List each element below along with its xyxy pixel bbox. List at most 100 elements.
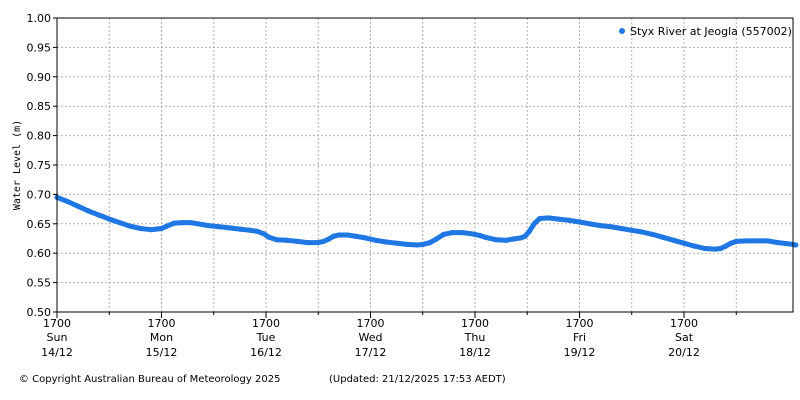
y-tick-label: 0.50: [27, 306, 52, 319]
data-point: [158, 225, 165, 232]
data-point: [85, 208, 91, 214]
data-point: [744, 238, 750, 244]
data-series: [54, 194, 799, 252]
data-point: [691, 243, 698, 249]
x-tick-date: 20/12: [668, 346, 700, 359]
x-tick-time: 1700: [252, 317, 280, 330]
data-point: [518, 235, 524, 241]
data-point: [493, 237, 499, 243]
data-point: [441, 231, 447, 237]
data-point: [75, 203, 81, 209]
data-point: [226, 225, 233, 231]
data-point: [717, 245, 724, 252]
data-point: [681, 240, 687, 246]
data-point: [526, 228, 532, 235]
x-tick-time: 1700: [566, 317, 594, 330]
data-point: [336, 232, 342, 238]
data-point: [195, 221, 201, 227]
data-point: [728, 240, 734, 246]
x-tick-day: Sat: [675, 331, 694, 344]
data-point: [106, 216, 112, 222]
y-tick-label: 0.90: [27, 71, 52, 84]
data-point: [477, 232, 483, 239]
x-axis-ticks: 1700Sun14/121700Mon15/121700Tue16/121700…: [41, 312, 737, 359]
y-tick-label: 0.70: [27, 188, 52, 201]
x-tick-day: Fri: [573, 331, 586, 344]
copyright-text: © Copyright Australian Bureau of Meteoro…: [19, 374, 281, 385]
x-tick-date: 17/12: [355, 346, 387, 359]
data-point: [164, 223, 170, 229]
data-point: [670, 237, 677, 243]
data-point: [556, 216, 562, 222]
data-point: [64, 198, 71, 205]
data-point: [449, 230, 455, 236]
x-tick-date: 15/12: [146, 346, 178, 359]
data-point: [352, 233, 358, 239]
data-point: [618, 225, 624, 232]
data-point: [404, 241, 410, 247]
data-point: [420, 241, 426, 247]
data-point: [320, 238, 327, 245]
data-point: [629, 227, 635, 233]
y-tick-label: 0.80: [27, 130, 52, 143]
x-tick-time: 1700: [461, 317, 489, 330]
data-point: [373, 237, 379, 243]
data-point: [305, 240, 311, 246]
x-tick-day: Thu: [464, 331, 486, 344]
data-point: [383, 239, 389, 245]
data-point: [331, 233, 337, 239]
data-point: [294, 238, 300, 245]
legend-label: Styx River at Jeogla (557002): [630, 25, 792, 38]
y-tick-label: 0.65: [27, 218, 52, 231]
data-point: [775, 240, 781, 246]
data-point: [266, 234, 272, 240]
data-point: [247, 227, 253, 233]
data-point: [171, 220, 177, 226]
data-point: [255, 228, 261, 235]
data-point: [148, 227, 154, 233]
x-tick-day: Tue: [256, 331, 276, 344]
data-point: [482, 234, 489, 240]
updated-timestamp: (Updated: 21/12/2025 17:53 AEDT): [329, 374, 506, 385]
y-tick-label: 0.55: [27, 277, 52, 290]
y-axis-ticks: 0.50 0.55 0.60 0.65 0.70 0.75 0.80 0.85 0.90 0.95…: [27, 12, 57, 319]
y-tick-label: 0.75: [27, 159, 52, 172]
x-tick-time: 1700: [670, 317, 698, 330]
data-point: [216, 224, 222, 230]
data-point: [414, 242, 421, 248]
legend: Styx River at Jeogla (557002): [619, 25, 792, 38]
data-point: [205, 222, 212, 229]
x-tick-time: 1700: [148, 317, 176, 330]
data-point: [138, 225, 144, 232]
data-point: [179, 220, 185, 226]
data-point: [712, 246, 718, 252]
data-point: [433, 236, 439, 242]
data-point: [566, 217, 572, 223]
data-point: [793, 242, 799, 248]
data-point: [522, 233, 528, 239]
data-point: [315, 240, 321, 246]
data-point: [650, 231, 656, 237]
data-point: [427, 240, 433, 246]
data-point: [639, 229, 645, 235]
data-point: [576, 219, 583, 225]
water-level-chart: 0.50 0.55 0.60 0.65 0.70 0.75 0.80 0.85 0.90 0.95…: [12, 12, 799, 359]
data-point: [660, 234, 666, 240]
data-point: [117, 220, 123, 226]
data-point: [394, 240, 400, 246]
data-point: [326, 236, 332, 242]
data-point: [545, 215, 551, 221]
data-point: [344, 232, 351, 238]
data-point: [733, 238, 739, 245]
data-point: [261, 231, 267, 237]
data-point: [188, 220, 194, 226]
x-tick-date: 19/12: [564, 346, 596, 359]
data-point: [608, 224, 614, 230]
data-point: [127, 223, 133, 229]
data-point: [96, 212, 102, 218]
